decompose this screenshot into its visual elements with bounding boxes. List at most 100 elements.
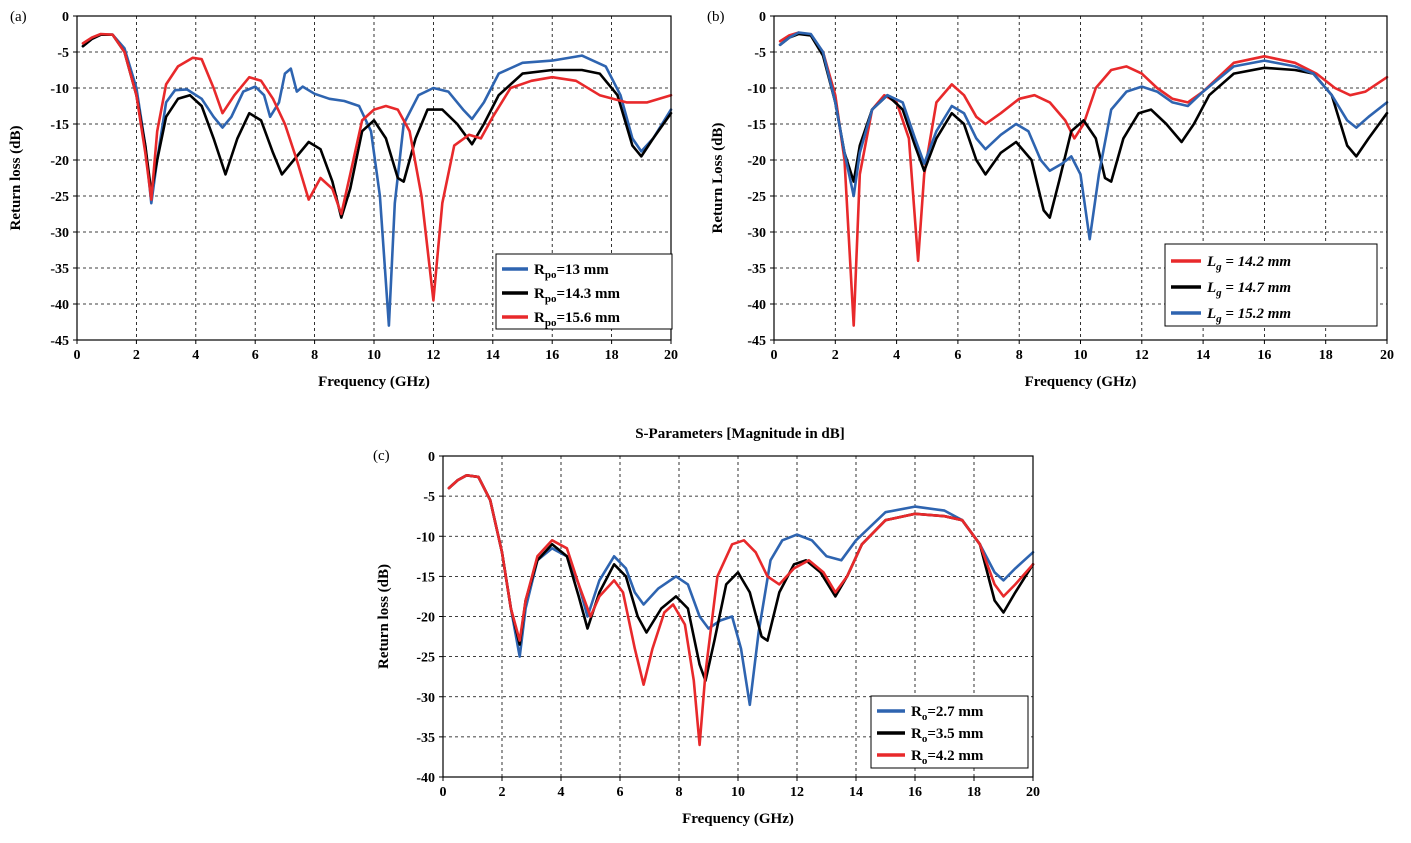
x-tick-label: 12 [790,785,804,800]
legend-label-1: Lg = 14.2 mm [1206,254,1291,273]
x-tick-label: 0 [74,348,81,363]
y-tick-label: -40 [747,298,766,313]
x-tick-label: 18 [967,785,981,800]
legend-label-3: Ro=4.2 mm [911,748,984,767]
legend-subscript: o [922,733,928,745]
y-tick-label: -15 [416,570,435,585]
chart-panel-a: 0 2 4 6 8 10 12 14 16 18 20 0 -5 -10 -15 -20 -25 -30 -35 -4… [8,9,678,390]
x-tick-label: 16 [1257,348,1271,363]
legend-suffix: =3.5 mm [927,726,984,742]
legend-subscript: o [922,755,928,767]
x-tick-label: 18 [1319,348,1333,363]
x-tick-label: 8 [676,785,683,800]
series-line-1 [447,474,1035,707]
series-line-3 [81,32,673,302]
legend-label-2: Lg = 14.7 mm [1206,280,1291,299]
y-tick-label: -10 [747,82,766,97]
series-line-3 [778,31,1389,241]
series-line-2 [778,32,1389,219]
y-tick-label: -45 [50,334,69,349]
y-tick-label: -30 [747,226,766,241]
chart-panel-b: 0 2 4 6 8 10 12 14 16 18 20 0 -5 -10 -15 -20 -25 -30 -35 -4… [707,9,1394,390]
legend-symbol: R [534,262,545,278]
x-axis-label: Frequency (GHz) [682,811,794,827]
legend-symbol: R [911,748,922,764]
x-tick-label: 0 [771,348,778,363]
legend-symbol: L [1206,254,1216,270]
legend-subscript: g [1215,287,1222,299]
y-tick-label: -5 [57,46,69,61]
legend-label-1: Ro=2.7 mm [911,704,984,723]
x-tick-label: 10 [731,785,745,800]
y-tick-label: -35 [50,262,69,277]
legend-symbol: R [534,286,545,302]
x-tick-label: 20 [664,348,678,363]
x-tick-label: 20 [1380,348,1394,363]
y-tick-label: 0 [428,450,435,465]
legend-label-2: Rpo=14.3 mm [534,286,621,305]
y-tick-label: -15 [50,118,69,133]
legend-suffix: = 15.2 mm [1222,306,1291,322]
chart-title: S-Parameters [Magnitude in dB] [635,426,845,442]
legend-suffix: =15.6 mm [556,310,620,326]
legend-label-3: Lg = 15.2 mm [1206,306,1291,325]
x-tick-label: 2 [499,785,506,800]
x-tick-label: 8 [1016,348,1023,363]
x-axis-label: Frequency (GHz) [1025,374,1137,390]
y-tick-label: -40 [416,771,435,786]
y-tick-label: -25 [50,190,69,205]
y-axis-label: Return Loss (dB) [710,123,726,234]
x-tick-label: 14 [849,785,863,800]
y-tick-label: -35 [416,731,435,746]
x-tick-label: 20 [1026,785,1040,800]
y-tick-label: 0 [759,10,766,25]
legend-subscript: g [1215,261,1222,273]
y-tick-label: -30 [50,226,69,241]
y-tick-label: -20 [416,611,435,626]
y-tick-label: -20 [747,154,766,169]
x-tick-label: 6 [252,348,259,363]
x-axis-label: Frequency (GHz) [318,374,430,390]
y-axis-label: Return loss (dB) [8,125,24,230]
series-line-2 [81,33,673,219]
legend-symbol: L [1206,306,1216,322]
chart-panel-c: 0 2 4 6 8 10 12 14 16 18 20 0 -5 -10 -15 -20 -25 -30 -35 -4… [373,426,1040,827]
y-tick-label: -25 [747,190,766,205]
legend-subscript: po [545,317,557,329]
x-tick-label: 14 [486,348,500,363]
y-tick-label: 0 [62,10,69,25]
legend-label-3: Rpo=15.6 mm [534,310,621,329]
legend-symbol: R [911,726,922,742]
x-tick-label: 4 [893,348,900,363]
x-tick-label: 4 [192,348,199,363]
x-tick-label: 10 [1074,348,1088,363]
legend-symbol: L [1206,280,1216,296]
x-tick-label: 18 [605,348,619,363]
x-tick-label: 2 [832,348,839,363]
x-tick-label: 2 [133,348,140,363]
x-tick-label: 12 [426,348,440,363]
series-line-3 [447,474,1035,747]
x-tick-label: 14 [1196,348,1210,363]
x-tick-label: 4 [558,785,565,800]
y-tick-label: -45 [747,334,766,349]
panel-label: (a) [10,9,27,25]
y-tick-label: -35 [747,262,766,277]
y-tick-label: -20 [50,154,69,169]
x-tick-label: 6 [954,348,961,363]
legend-subscript: po [545,293,557,305]
legend-suffix: =4.2 mm [927,748,984,764]
legend-suffix: =14.3 mm [556,286,620,302]
legend-suffix: =13 mm [556,262,609,278]
x-tick-label: 0 [440,785,447,800]
legend-label-1: Rpo=13 mm [534,262,609,281]
legend-subscript: o [922,711,928,723]
x-tick-label: 12 [1135,348,1149,363]
y-tick-label: -10 [416,530,435,545]
x-tick-label: 16 [545,348,559,363]
y-axis-label: Return loss (dB) [376,564,392,669]
legend-label-2: Ro=3.5 mm [911,726,984,745]
legend-symbol: R [534,310,545,326]
legend-symbol: R [911,704,922,720]
